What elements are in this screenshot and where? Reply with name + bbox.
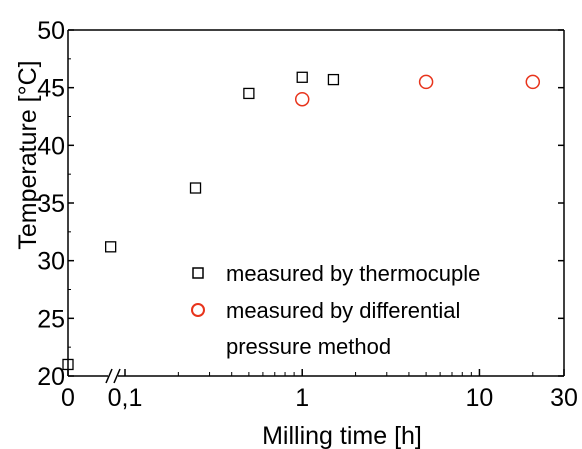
data-point-thermocuple [296, 71, 308, 83]
y-tick-label: 30 [37, 248, 65, 276]
x-tick-label: 1 [295, 384, 309, 412]
data-point-differential [294, 91, 310, 107]
x-tick-label: 0 [61, 384, 75, 412]
axis-break-mark [105, 368, 113, 384]
y-tick-label: 35 [37, 190, 65, 218]
legend-label-differential-line1: measured by differential [226, 298, 460, 323]
x-tick-label: 30 [550, 384, 578, 412]
data-point-differential [525, 74, 541, 90]
legend-label-thermocuple: measured by thermocuple [226, 261, 480, 286]
legend-marker-thermocuple [192, 267, 204, 279]
data-point-thermocuple [105, 241, 117, 253]
y-axis-title: Temperature [°C] [14, 60, 42, 249]
x-tick-label: 10 [466, 384, 494, 412]
legend: measured by thermocuple measured by diff… [191, 261, 480, 359]
data-point-thermocuple [243, 87, 255, 100]
y-tick-label: 50 [37, 17, 65, 45]
data-marks [62, 71, 541, 371]
x-axis-title: Milling time [h] [262, 422, 422, 449]
axis-break-mark [113, 368, 121, 384]
y-tick-label: 20 [37, 363, 65, 391]
legend-label-differential-line2: pressure method [226, 334, 391, 359]
data-point-thermocuple [62, 358, 74, 371]
data-point-thermocuple [327, 73, 340, 86]
x-tick-label: 0,1 [108, 384, 143, 412]
data-point-thermocuple [189, 182, 202, 194]
y-tick-label: 40 [37, 132, 65, 160]
legend-marker-differential [191, 303, 205, 317]
y-tick-label: 25 [37, 305, 65, 333]
ticks: 20 25 30 35 40 45 50 0 0,1 1 10 30 [37, 17, 578, 412]
data-point-differential [418, 74, 434, 90]
y-tick-label: 45 [37, 75, 65, 103]
axes [67, 29, 565, 384]
